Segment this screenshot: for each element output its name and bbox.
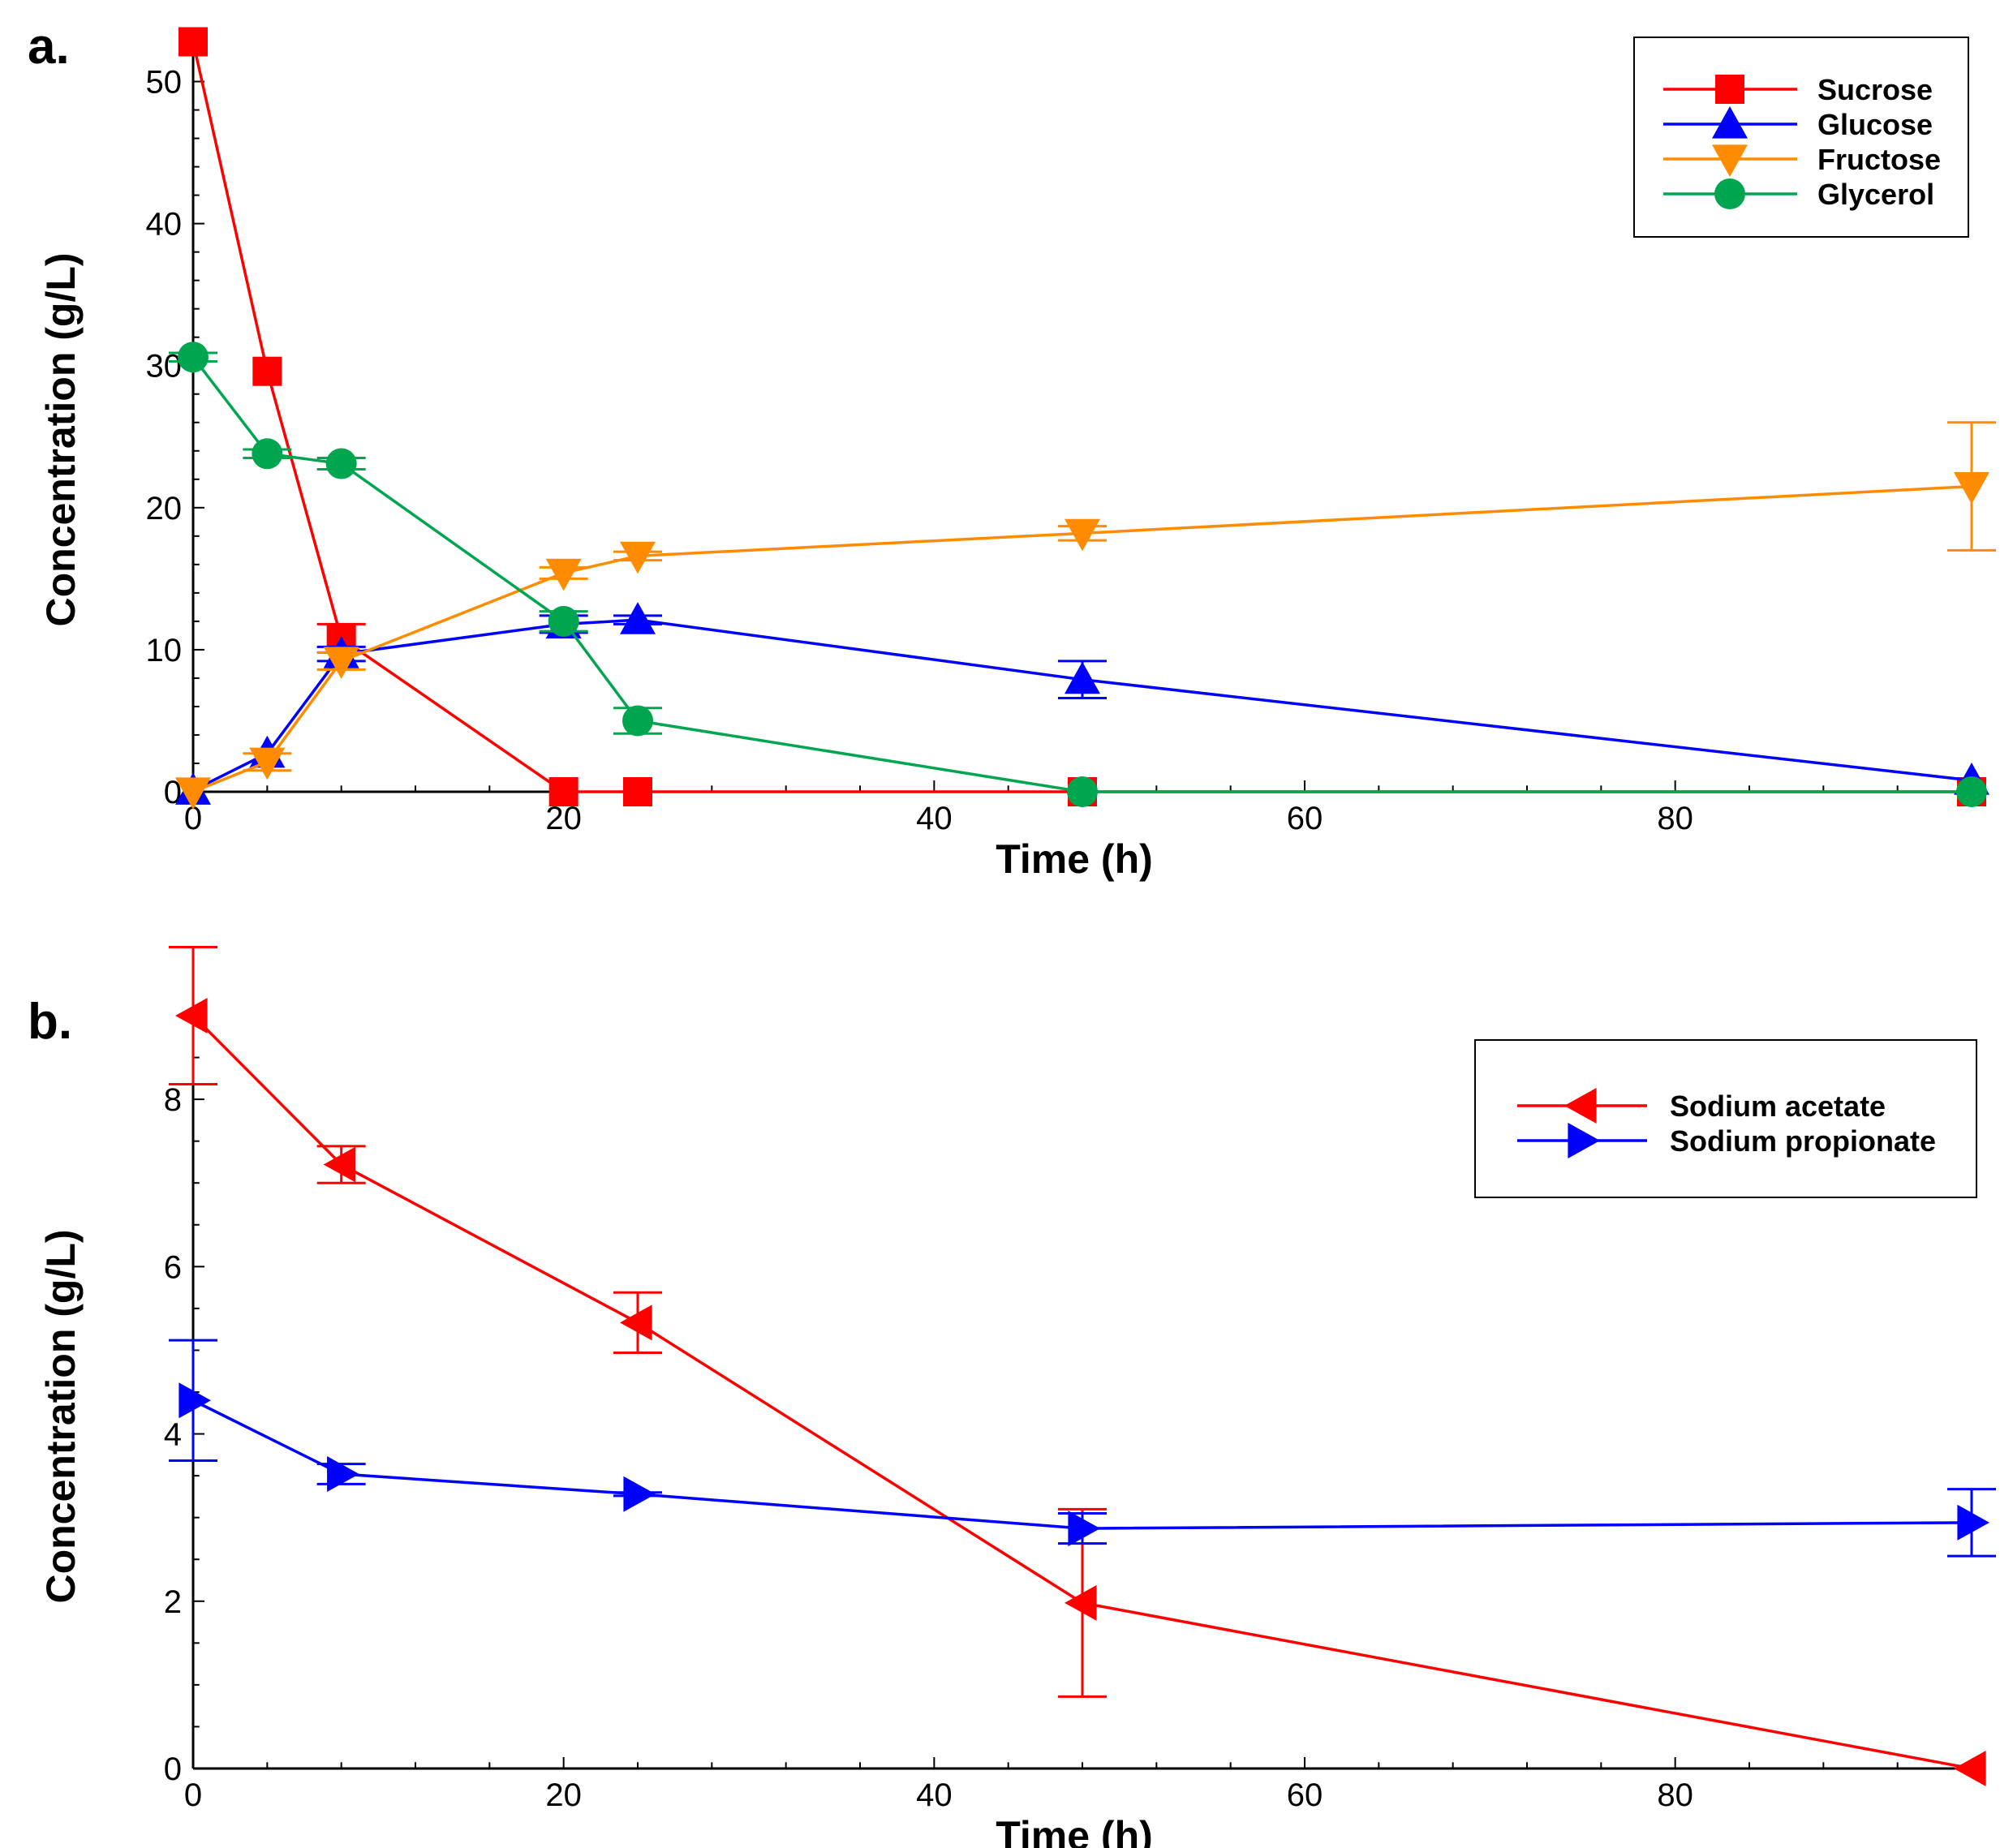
data-point-sucrose — [252, 356, 282, 386]
data-point-sodium-acetate — [1954, 1751, 1986, 1786]
data-point-sodium-propionate — [1068, 1511, 1100, 1547]
y-tick-label: 10 — [146, 633, 183, 668]
data-point-glycerol — [548, 605, 579, 637]
legend-marker-sucrose — [1715, 75, 1744, 104]
x-tick-label: 20 — [545, 801, 582, 836]
data-point-sucrose — [548, 777, 579, 806]
x-tick-label: 40 — [916, 801, 953, 836]
legend-frame — [1474, 1039, 1977, 1198]
data-point-glucose — [1065, 661, 1100, 694]
x-tick-label: 40 — [916, 1777, 953, 1813]
series-sodium-propionate — [169, 1339, 1996, 1558]
data-point-fructose — [175, 777, 211, 810]
legend-marker-glycerol — [1714, 178, 1745, 209]
y-tick-label: 40 — [146, 207, 183, 243]
y-tick-label: 30 — [146, 349, 183, 385]
panel-label-a: a. — [28, 19, 70, 75]
data-point-fructose — [249, 747, 286, 780]
data-point-sodium-acetate — [323, 1146, 356, 1183]
data-point-fructose — [323, 647, 359, 679]
data-point-glycerol — [622, 705, 653, 737]
y-tick-label: 50 — [146, 65, 183, 101]
x-tick-label: 80 — [1657, 1777, 1693, 1813]
data-point-sodium-propionate — [179, 1382, 211, 1419]
chart-panel-b: 0 20 40 60 80 0 2 4 6 8 Time (h) Concentration (g/L… — [38, 945, 1996, 1848]
y-tick-label: 6 — [164, 1249, 182, 1285]
data-point-sodium-acetate — [1065, 1584, 1097, 1621]
data-point-sodium-propionate — [1957, 1504, 1989, 1541]
legend-label-sucrose: Sucrose — [1817, 73, 1933, 106]
x-tick-label: 60 — [1287, 801, 1323, 836]
data-point-fructose — [1954, 471, 1989, 505]
data-point-glycerol — [178, 342, 209, 373]
y-axis-title: Concentration (g/L) — [38, 1229, 84, 1603]
legend-marker-sodium-propionate — [1568, 1123, 1600, 1158]
y-tick-label: 20 — [146, 491, 183, 526]
y-tick-label: 4 — [164, 1417, 182, 1453]
data-point-glucose — [620, 602, 656, 634]
series-glucose — [175, 602, 1989, 805]
data-point-glycerol — [252, 438, 283, 470]
legend-label-glycerol: Glycerol — [1817, 178, 1934, 211]
legend-marker-glucose — [1712, 106, 1748, 139]
series-line-glucose — [192, 618, 1972, 792]
y-tick-label: 0 — [164, 1751, 182, 1787]
x-tick-label: 0 — [184, 1777, 202, 1813]
panel-label-b: b. — [28, 994, 72, 1050]
data-point-fructose — [545, 558, 582, 591]
legend-frame — [1633, 37, 1969, 238]
series-sodium-acetate — [169, 945, 1986, 1786]
legend-marker-sodium-acetate — [1564, 1088, 1597, 1124]
y-axis-title: Concentration (g/L) — [38, 252, 84, 626]
legend-marker-fructose — [1712, 144, 1748, 177]
legend-label-glucose: Glucose — [1817, 108, 1933, 141]
data-point-sodium-acetate — [620, 1304, 652, 1341]
data-point-glycerol — [1067, 776, 1098, 807]
series-glycerol — [169, 342, 1987, 807]
data-point-sucrose — [623, 777, 652, 806]
x-tick-label: 0 — [184, 801, 202, 836]
legend-label-fructose: Fructose — [1817, 143, 1941, 176]
data-point-glycerol — [325, 448, 357, 479]
x-tick-label: 80 — [1657, 801, 1693, 836]
data-point-fructose — [620, 541, 656, 574]
x-tick-label: 60 — [1287, 1777, 1323, 1813]
data-point-sucrose — [179, 27, 208, 57]
series-fructose — [175, 421, 1996, 810]
y-tick-label: 8 — [164, 1082, 182, 1118]
x-axis-title: Time (h) — [996, 1813, 1153, 1848]
data-point-sodium-acetate — [175, 998, 208, 1034]
x-axis-title: Time (h) — [996, 836, 1153, 882]
y-tick-label: 2 — [164, 1584, 182, 1620]
data-point-sodium-propionate — [623, 1476, 656, 1512]
data-point-glycerol — [1956, 776, 1987, 807]
legend-label-sodium-propionate: Sodium propionate — [1670, 1124, 1936, 1158]
legend-label-sodium-acetate: Sodium acetate — [1670, 1089, 1886, 1123]
data-point-fructose — [1065, 518, 1100, 552]
data-point-sodium-propionate — [327, 1456, 359, 1493]
x-tick-label: 20 — [545, 1777, 582, 1813]
series-line-glycerol — [191, 356, 1972, 793]
